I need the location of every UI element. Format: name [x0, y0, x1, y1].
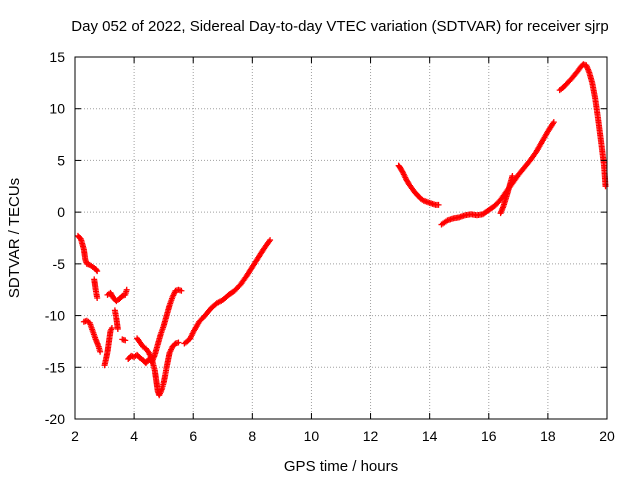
- y-tick-label: 5: [57, 152, 65, 168]
- data-point: [549, 120, 556, 127]
- y-tick-label: -5: [53, 256, 66, 272]
- x-tick-label: 20: [599, 428, 615, 444]
- data-point: [122, 337, 129, 344]
- x-axis-label: GPS time / hours: [284, 458, 398, 475]
- data-point: [93, 267, 100, 274]
- gridlines: [75, 57, 607, 419]
- x-tick-label: 10: [304, 428, 320, 444]
- data-point: [108, 324, 115, 331]
- data-point: [550, 119, 557, 126]
- x-tick-label: 2: [71, 428, 79, 444]
- data-point: [509, 172, 516, 179]
- x-tick-label: 16: [481, 428, 497, 444]
- data-point: [178, 287, 185, 294]
- data-points: [74, 61, 609, 399]
- data-point: [114, 326, 121, 333]
- data-point: [267, 237, 274, 244]
- data-point: [175, 339, 182, 346]
- x-tick-label: 18: [540, 428, 556, 444]
- y-tick-label: -20: [45, 411, 65, 427]
- y-tick-label: 15: [49, 49, 65, 65]
- data-point: [94, 268, 101, 275]
- data-point: [97, 348, 104, 355]
- data-point: [94, 294, 101, 301]
- y-tick-label: -10: [45, 308, 65, 324]
- x-tick-label: 8: [248, 428, 256, 444]
- y-tick-label: -15: [45, 359, 65, 375]
- tick-labels: 2 4 6 8 10 12 14 16 18 20 15 10 5 0 -5 -10 -15 -20: [45, 49, 615, 444]
- data-point: [123, 286, 130, 293]
- x-tick-label: 4: [130, 428, 138, 444]
- y-tick-label: 10: [49, 101, 65, 117]
- data-point: [602, 183, 609, 190]
- y-tick-label: 0: [57, 204, 65, 220]
- data-point: [435, 201, 442, 208]
- chart-title: Day 052 of 2022, Sidereal Day-to-day VTE…: [71, 18, 608, 35]
- y-axis-label: SDTVAR / TECUs: [6, 178, 23, 298]
- x-tick-label: 12: [363, 428, 379, 444]
- tick-marks: [74, 56, 608, 420]
- plot-frame: [74, 56, 608, 420]
- x-tick-label: 14: [422, 428, 438, 444]
- x-tick-label: 6: [189, 428, 197, 444]
